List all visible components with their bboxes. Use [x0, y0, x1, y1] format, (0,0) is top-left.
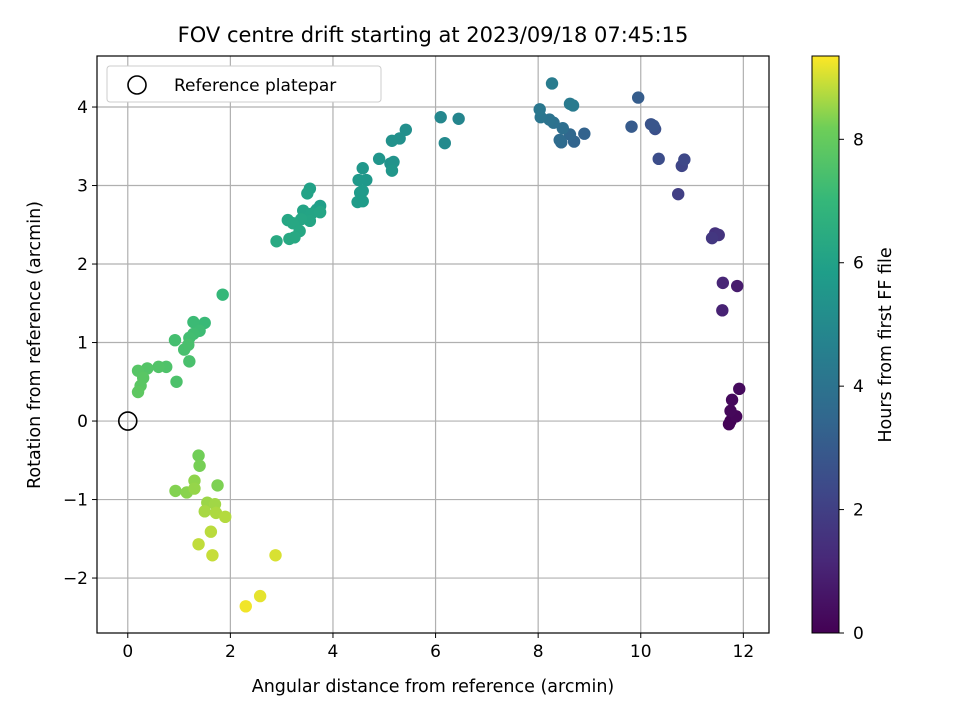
- data-point: [434, 111, 447, 124]
- data-point: [169, 484, 182, 498]
- x-tick-label: 0: [122, 642, 133, 662]
- data-point: [131, 385, 145, 399]
- data-point: [183, 355, 196, 368]
- y-tick-label: 0: [77, 412, 88, 432]
- data-point: [556, 122, 569, 135]
- colorbar: 0 2 4 6 8 Hours from first FF file: [811, 55, 896, 644]
- data-point: [647, 119, 660, 133]
- data-point: [253, 589, 267, 603]
- data-point: [672, 187, 685, 201]
- data-point: [192, 538, 205, 551]
- data-point: [553, 133, 566, 147]
- colorbar-tick-label: 4: [853, 377, 864, 397]
- x-tick-label: 12: [733, 642, 755, 662]
- data-point: [168, 333, 182, 347]
- legend-marker: [127, 75, 147, 95]
- x-tick-label: 10: [630, 642, 652, 662]
- data-point: [625, 120, 638, 133]
- legend: Reference platepar: [106, 65, 382, 103]
- colorbar-tick-label: 2: [853, 501, 864, 521]
- reference-point-marker: [117, 411, 138, 431]
- data-point: [399, 123, 413, 136]
- data-point: [733, 382, 746, 396]
- data-point: [631, 91, 645, 104]
- data-point: [188, 482, 201, 495]
- data-point: [301, 187, 314, 200]
- y-tick-label: 2: [77, 255, 88, 275]
- x-axis-label: Angular distance from reference (arcmin): [252, 677, 615, 697]
- x-tick-label: 6: [430, 642, 441, 662]
- plot-frame: [96, 55, 770, 634]
- data-points: [131, 77, 746, 613]
- data-point: [705, 231, 719, 245]
- data-point: [545, 77, 559, 90]
- data-point: [725, 393, 739, 407]
- data-point: [438, 136, 451, 150]
- y-tick-label: 4: [77, 98, 88, 118]
- data-point: [372, 152, 386, 166]
- data-point: [193, 459, 206, 472]
- data-point: [198, 505, 211, 518]
- data-point: [716, 276, 730, 290]
- colorbar-tick-label: 8: [853, 130, 864, 150]
- x-tick-label: 2: [225, 642, 236, 662]
- colorbar-label: Hours from first FF file: [876, 247, 896, 442]
- data-point: [187, 315, 200, 329]
- data-point: [652, 152, 665, 166]
- data-point: [219, 510, 232, 524]
- legend-entry-reference-platepar: Reference platepar: [174, 76, 336, 96]
- data-point: [352, 173, 365, 187]
- y-axis-ticks: −2 −1 0 1 2 3 4: [63, 98, 97, 589]
- data-point: [216, 288, 229, 301]
- data-point: [385, 134, 399, 147]
- data-point: [356, 195, 369, 208]
- chart-title: FOV centre drift starting at 2023/09/18 …: [178, 23, 689, 47]
- y-tick-label: −1: [63, 491, 88, 511]
- data-point: [716, 304, 729, 317]
- data-point: [152, 360, 165, 374]
- x-tick-label: 4: [328, 642, 339, 662]
- data-point: [724, 404, 737, 418]
- data-point: [452, 112, 465, 126]
- colorbar-tick-label: 6: [853, 254, 864, 274]
- colorbar-tick-label: 0: [853, 624, 864, 644]
- data-point: [269, 549, 282, 562]
- data-point: [313, 206, 327, 219]
- data-point: [204, 525, 218, 538]
- data-point: [239, 600, 252, 613]
- x-tick-label: 8: [533, 642, 544, 662]
- data-point: [206, 549, 219, 562]
- data-point: [192, 449, 205, 462]
- data-point: [283, 232, 296, 246]
- y-tick-label: 1: [77, 334, 88, 354]
- y-tick-label: 3: [77, 177, 88, 197]
- data-point: [211, 479, 224, 492]
- data-point: [356, 162, 369, 175]
- data-point: [566, 99, 580, 112]
- x-axis-ticks: 0 2 4 6 8 10 12: [122, 633, 754, 662]
- legend-box: [106, 65, 382, 103]
- data-point: [730, 279, 744, 293]
- y-tick-label: −2: [63, 569, 88, 589]
- colorbar-ticks: 0 2 4 6 8: [839, 130, 864, 644]
- data-point: [170, 375, 183, 388]
- data-point: [385, 164, 399, 177]
- data-point: [270, 235, 283, 248]
- data-point: [533, 103, 546, 116]
- data-point: [678, 153, 691, 166]
- data-point: [182, 338, 195, 352]
- data-point: [578, 127, 591, 140]
- colorbar-gradient: [811, 55, 840, 634]
- y-axis-label: Rotation from reference (arcmin): [25, 201, 45, 489]
- data-point: [722, 417, 736, 431]
